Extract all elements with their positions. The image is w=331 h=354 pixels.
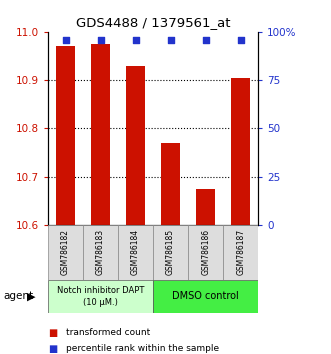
Title: GDS4488 / 1379561_at: GDS4488 / 1379561_at bbox=[76, 16, 230, 29]
Bar bbox=[161, 143, 180, 225]
Text: GSM786186: GSM786186 bbox=[201, 229, 210, 275]
Text: transformed count: transformed count bbox=[66, 328, 151, 337]
Bar bbox=[196, 189, 215, 225]
Text: Notch inhibitor DAPT
(10 μM.): Notch inhibitor DAPT (10 μM.) bbox=[57, 286, 144, 307]
Bar bbox=[188, 225, 223, 280]
Bar bbox=[118, 225, 153, 280]
Bar bbox=[153, 280, 258, 313]
Bar bbox=[91, 44, 110, 225]
Point bbox=[63, 37, 68, 42]
Bar bbox=[48, 280, 153, 313]
Text: agent: agent bbox=[3, 291, 33, 302]
Text: GSM786184: GSM786184 bbox=[131, 229, 140, 275]
Bar bbox=[223, 225, 258, 280]
Text: ■: ■ bbox=[48, 328, 57, 338]
Text: GSM786182: GSM786182 bbox=[61, 229, 70, 275]
Point bbox=[238, 37, 243, 42]
Point bbox=[98, 37, 103, 42]
Text: GSM786185: GSM786185 bbox=[166, 229, 175, 275]
Text: ■: ■ bbox=[48, 344, 57, 354]
Bar bbox=[56, 46, 75, 225]
Text: GSM786187: GSM786187 bbox=[236, 229, 245, 275]
Text: GSM786183: GSM786183 bbox=[96, 229, 105, 275]
Bar bbox=[83, 225, 118, 280]
Point bbox=[203, 37, 208, 42]
Bar bbox=[126, 65, 145, 225]
Bar bbox=[231, 78, 250, 225]
Point bbox=[133, 37, 138, 42]
Bar bbox=[153, 225, 188, 280]
Text: percentile rank within the sample: percentile rank within the sample bbox=[66, 344, 219, 353]
Text: ▶: ▶ bbox=[27, 291, 36, 302]
Point bbox=[168, 37, 173, 42]
Text: DMSO control: DMSO control bbox=[172, 291, 239, 302]
Bar bbox=[48, 225, 83, 280]
